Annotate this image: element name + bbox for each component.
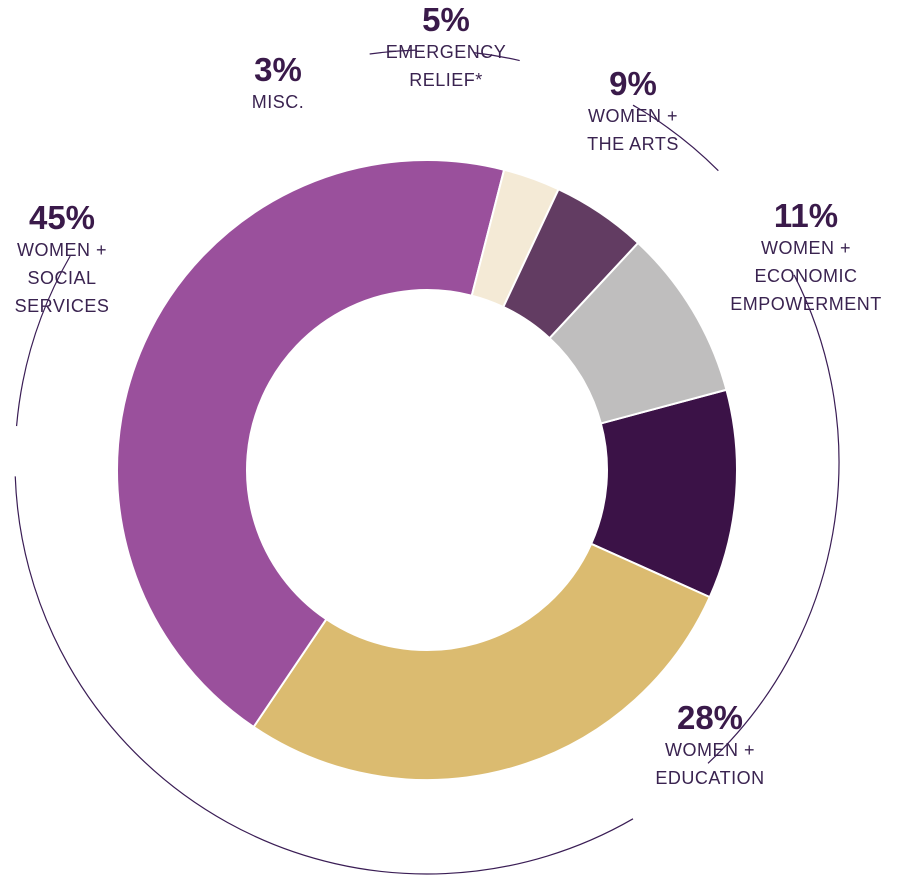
percent-label: 28% xyxy=(676,699,744,736)
category-label-line: EDUCATION xyxy=(655,768,765,788)
leader-arc-5 xyxy=(15,255,71,427)
leader-arc-0 xyxy=(369,49,417,55)
label-misc: 3% MISC. xyxy=(228,52,328,116)
category-label-line: RELIEF* xyxy=(409,70,483,90)
category-label-line: ECONOMIC xyxy=(754,266,858,286)
category-label-line: SERVICES xyxy=(14,296,110,316)
category-label-line: WOMEN + xyxy=(664,740,755,760)
label-emergency-relief: 5% EMERGENCY RELIEF* xyxy=(366,2,526,94)
category-label-line: WOMEN + xyxy=(760,238,851,258)
donut-slices xyxy=(116,159,738,781)
category-label-line: EMPOWERMENT xyxy=(730,294,882,314)
category-label-line: MISC. xyxy=(251,92,305,112)
percent-label: 9% xyxy=(609,65,657,102)
category-label-line: SOCIAL xyxy=(27,268,97,288)
category-label-line: WOMEN + xyxy=(587,106,678,126)
label-education: 28% WOMEN + EDUCATION xyxy=(640,700,780,792)
donut-slice-1 xyxy=(252,542,712,781)
percent-label: 11% xyxy=(773,197,839,234)
label-the-arts: 9% WOMEN + THE ARTS xyxy=(563,66,703,158)
leader-arc-4 xyxy=(14,476,634,875)
donut-slice-5 xyxy=(548,241,728,425)
category-label-line: THE ARTS xyxy=(587,134,679,154)
label-social-services: 45% WOMEN + SOCIAL SERVICES xyxy=(0,200,124,320)
percent-label: 45% xyxy=(28,199,96,236)
percent-label: 5% xyxy=(422,1,470,38)
category-label-line: WOMEN + xyxy=(16,240,107,260)
label-economic-empowerment: 11% WOMEN + ECONOMIC EMPOWERMENT xyxy=(716,198,896,318)
leader-arc-1 xyxy=(473,52,520,62)
category-label-line: EMERGENCY xyxy=(385,42,507,62)
leader-arc-3 xyxy=(707,274,840,764)
leader-arc-2 xyxy=(632,104,719,172)
outer-leader-arcs xyxy=(14,49,840,875)
donut-slice-2 xyxy=(116,159,506,729)
percent-label: 3% xyxy=(254,51,302,88)
